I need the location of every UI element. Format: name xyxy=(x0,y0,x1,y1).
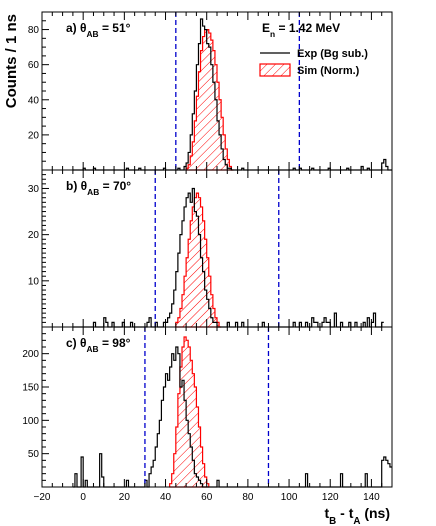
energy-label: En = 1.42 MeV xyxy=(262,21,340,39)
x-tick-label: 0 xyxy=(80,492,86,503)
sim-histogram-panel-1 xyxy=(185,28,234,171)
energy-label-sub: n xyxy=(270,29,275,39)
sim-histogram-panel-2 xyxy=(175,192,222,328)
panel-label-suffix: = 98° xyxy=(99,336,131,350)
panel-3: 50 100 150 200 c) θAB = 98° xyxy=(22,326,393,488)
legend-label-sim: Sim (Norm.) xyxy=(297,65,360,77)
x-label-t1: t xyxy=(325,505,330,521)
y-tick-label: 20 xyxy=(28,130,40,141)
x-tick-label: −20 xyxy=(34,492,51,503)
panel-2: 10 20 30 b) θAB = 70° xyxy=(28,169,393,328)
panel-label-2: b) θAB = 70° xyxy=(66,179,131,197)
y-tick-label: 150 xyxy=(22,383,39,394)
legend-swatch-sim xyxy=(259,63,291,77)
y-tick-label: 40 xyxy=(28,95,40,106)
y-tick-label: 30 xyxy=(28,184,40,195)
energy-label-e: E xyxy=(262,21,270,35)
exp-histogram-panel-1 xyxy=(72,18,392,171)
y-tick-label: 80 xyxy=(28,25,40,36)
y-tick-label: 200 xyxy=(22,349,39,360)
y-tick-label: 100 xyxy=(22,416,39,427)
x-label-unit: (ns) xyxy=(360,505,390,521)
x-tick-label: 120 xyxy=(322,492,339,503)
legend: Exp (Bg sub.) Sim (Norm.) xyxy=(259,48,368,77)
x-label-sub2: A xyxy=(353,516,360,526)
y-tick-label: 20 xyxy=(28,230,40,241)
x-tick-label: 80 xyxy=(242,492,254,503)
sim-histogram-panel-3 xyxy=(169,336,210,488)
panel-label-sub: AB xyxy=(87,344,99,354)
y-tick-label: 60 xyxy=(28,60,40,71)
panel-label-sub: AB xyxy=(87,29,99,39)
panel-label-1: a) θAB = 51° xyxy=(66,21,131,39)
energy-label-value: = 1.42 MeV xyxy=(275,21,340,35)
x-tick-label: 60 xyxy=(201,492,213,503)
y-axis-label: Counts / 1 ns xyxy=(3,14,20,108)
panel-label-3: c) θAB = 98° xyxy=(66,336,131,354)
y-tick-label: 50 xyxy=(28,449,40,460)
exp-histogram-panel-3 xyxy=(72,346,392,488)
y-tick-label: 10 xyxy=(28,276,40,287)
x-label-sub1: B xyxy=(329,516,336,526)
panel-label-sub: AB xyxy=(87,187,99,197)
panel-1: 20 40 60 80 a) θAB = 51° xyxy=(28,11,393,171)
x-tick-label: 40 xyxy=(160,492,172,503)
x-tick-label: 100 xyxy=(281,492,298,503)
panel-label-suffix: = 51° xyxy=(99,21,131,35)
panel-label-prefix: a) θ xyxy=(66,21,87,35)
exp-histogram-panel-2 xyxy=(72,187,384,328)
panel-label-prefix: b) θ xyxy=(66,179,87,193)
x-tick-label: 20 xyxy=(119,492,131,503)
legend-label-exp: Exp (Bg sub.) xyxy=(297,48,368,60)
x-label-mid: - t xyxy=(336,505,353,521)
x-tick-label: 140 xyxy=(363,492,380,503)
x-axis-label: tB - tA (ns) xyxy=(325,505,391,526)
panel-label-prefix: c) θ xyxy=(66,336,87,350)
panel-label-suffix: = 70° xyxy=(99,179,131,193)
